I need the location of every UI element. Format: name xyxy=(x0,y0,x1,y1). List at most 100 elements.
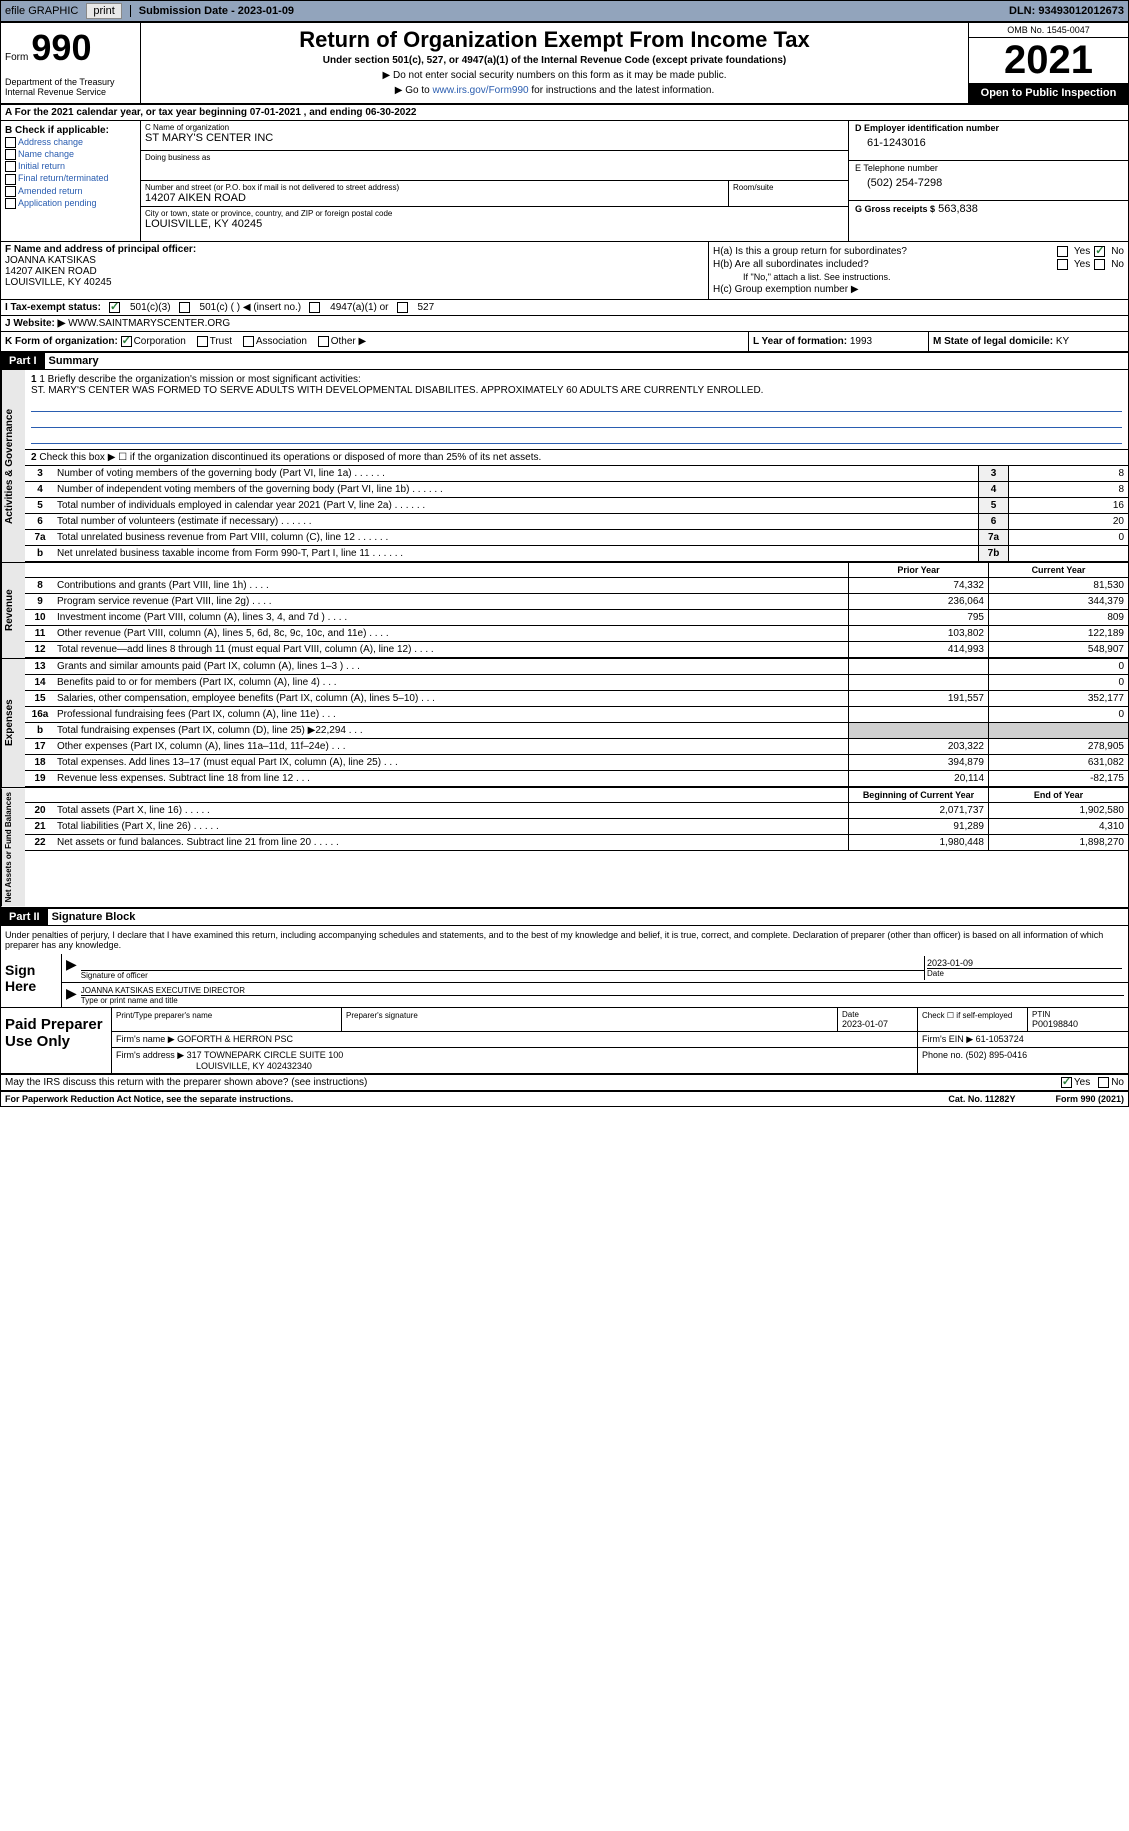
sign-content: ▶ Signature of officer 2023-01-09 Date ▶… xyxy=(61,954,1128,1007)
sign-here-row: Sign Here ▶ Signature of officer 2023-01… xyxy=(1,954,1128,1008)
gross-value: 563,838 xyxy=(938,203,978,215)
form-header: Form 990 Department of the Treasury Inte… xyxy=(1,23,1128,105)
arrow-icon: ▶ xyxy=(66,956,77,980)
address-row: Number and street (or P.O. box if mail i… xyxy=(141,181,848,207)
org-name-box: C Name of organization ST MARY'S CENTER … xyxy=(141,121,848,151)
k-other-checkbox[interactable] xyxy=(318,336,329,347)
expenses-content: 13Grants and similar amounts paid (Part … xyxy=(25,659,1128,787)
firm-ein-cell: Firm's EIN ▶ 61-1053724 xyxy=(918,1032,1128,1047)
status-527-checkbox[interactable] xyxy=(397,302,408,313)
status-501c-checkbox[interactable] xyxy=(179,302,190,313)
ein-value: 61-1243016 xyxy=(855,133,1122,153)
ha-yes-checkbox[interactable] xyxy=(1057,246,1068,257)
l-year-formation: L Year of formation: 1993 xyxy=(748,332,928,351)
officer-addr1: 14207 AIKEN ROAD xyxy=(5,266,704,277)
phone-label: E Telephone number xyxy=(855,163,1122,173)
sign-here-label: Sign Here xyxy=(1,954,61,1007)
check-final-return[interactable]: Final return/terminated xyxy=(5,173,136,184)
revenue-row: 11Other revenue (Part VIII, column (A), … xyxy=(25,626,1128,642)
form-990-container: Form 990 Department of the Treasury Inte… xyxy=(0,22,1129,1107)
firm-name-cell: Firm's name ▶ GOFORTH & HERRON PSC xyxy=(112,1032,918,1047)
officer-addr2: LOUISVILLE, KY 40245 xyxy=(5,277,704,288)
declaration-text: Under penalties of perjury, I declare th… xyxy=(1,926,1128,954)
part1-title: Summary xyxy=(45,353,103,369)
gov-row: 4Number of independent voting members of… xyxy=(25,482,1128,498)
firm-addr-cell: Firm's address ▶ 317 TOWNEPARK CIRCLE SU… xyxy=(112,1048,918,1073)
end-year-header: End of Year xyxy=(988,788,1128,802)
k-trust-checkbox[interactable] xyxy=(197,336,208,347)
bottom-line: For Paperwork Reduction Act Notice, see … xyxy=(1,1090,1128,1106)
sig-name-line: ▶ JOANNA KATSIKAS EXECUTIVE DIRECTOR Typ… xyxy=(62,983,1128,1007)
part2-header: Part II xyxy=(1,909,48,925)
current-year-header: Current Year xyxy=(988,563,1128,577)
revenue-header: Prior Year Current Year xyxy=(25,563,1128,578)
officer-name: JOANNA KATSIKAS xyxy=(5,255,704,266)
status-label: I Tax-exempt status: xyxy=(5,302,101,313)
status-4947-checkbox[interactable] xyxy=(309,302,320,313)
name-address-column: C Name of organization ST MARY'S CENTER … xyxy=(141,121,848,241)
street-label: Number and street (or P.O. box if mail i… xyxy=(145,183,724,192)
ein-label: D Employer identification number xyxy=(855,123,1122,133)
prep-check-cell: Check ☐ if self-employed xyxy=(918,1008,1028,1031)
id-column: D Employer identification number 61-1243… xyxy=(848,121,1128,241)
firm-phone-cell: Phone no. (502) 895-0416 xyxy=(918,1048,1128,1073)
prep-ptin-cell: PTINP00198840 xyxy=(1028,1008,1128,1031)
k-corp-checkbox[interactable] xyxy=(121,336,132,347)
prep-date-cell: Date2023-01-07 xyxy=(838,1008,918,1031)
city-value: LOUISVILLE, KY 40245 xyxy=(145,218,844,230)
check-name-change[interactable]: Name change xyxy=(5,149,136,160)
hb-no-checkbox[interactable] xyxy=(1094,259,1105,270)
part2-header-row: Part II Signature Block xyxy=(1,909,1128,926)
hb-note: If "No," attach a list. See instructions… xyxy=(713,272,1124,282)
q2-row: 2 Check this box ▶ ☐ if the organization… xyxy=(25,450,1128,466)
form-subtitle: Under section 501(c), 527, or 4947(a)(1)… xyxy=(145,55,964,66)
h-box: H(a) Is this a group return for subordin… xyxy=(708,242,1128,299)
row-a-tax-year: A For the 2021 calendar year, or tax yea… xyxy=(1,105,1128,121)
revenue-vert-label: Revenue xyxy=(1,563,25,658)
check-pending[interactable]: Application pending xyxy=(5,198,136,209)
check-address-change[interactable]: Address change xyxy=(5,137,136,148)
inspection-label: Open to Public Inspection xyxy=(969,83,1128,103)
form-label-footer: Form 990 (2021) xyxy=(1055,1094,1124,1104)
expense-row: 17Other expenses (Part IX, column (A), l… xyxy=(25,739,1128,755)
netassets-header: Beginning of Current Year End of Year xyxy=(25,788,1128,803)
submission-date: Submission Date - 2023-01-09 xyxy=(130,5,294,17)
gross-label: G Gross receipts $ xyxy=(855,204,935,214)
ha-no-checkbox[interactable] xyxy=(1094,246,1105,257)
netassets-section: Net Assets or Fund Balances Beginning of… xyxy=(1,788,1128,908)
gov-row: 3Number of voting members of the governi… xyxy=(25,466,1128,482)
discuss-yes-checkbox[interactable] xyxy=(1061,1077,1072,1088)
discuss-text: May the IRS discuss this return with the… xyxy=(5,1077,1061,1088)
city-label: City or town, state or province, country… xyxy=(145,209,844,218)
mission-text: ST. MARY'S CENTER WAS FORMED TO SERVE AD… xyxy=(31,385,1122,396)
year-cell: OMB No. 1545-0047 2021 Open to Public In… xyxy=(968,23,1128,103)
city-box: City or town, state or province, country… xyxy=(141,207,848,232)
k-assoc-checkbox[interactable] xyxy=(243,336,254,347)
gov-row: bNet unrelated business taxable income f… xyxy=(25,546,1128,562)
prep-line-3: Firm's address ▶ 317 TOWNEPARK CIRCLE SU… xyxy=(112,1048,1128,1073)
ha-line: H(a) Is this a group return for subordin… xyxy=(713,246,1124,257)
hb-yes-checkbox[interactable] xyxy=(1057,259,1068,270)
irs-link[interactable]: www.irs.gov/Form990 xyxy=(432,85,528,96)
sig-officer-field[interactable]: Signature of officer xyxy=(81,956,924,980)
sig-officer-line: ▶ Signature of officer 2023-01-09 Date xyxy=(62,954,1128,983)
check-amended[interactable]: Amended return xyxy=(5,186,136,197)
form-title: Return of Organization Exempt From Incom… xyxy=(145,27,964,53)
netassets-content: Beginning of Current Year End of Year 20… xyxy=(25,788,1128,906)
expenses-vert-label: Expenses xyxy=(1,659,25,787)
tax-year: 2021 xyxy=(969,38,1128,83)
dba-label: Doing business as xyxy=(145,153,844,162)
expense-row: bTotal fundraising expenses (Part IX, co… xyxy=(25,723,1128,739)
sig-name-field: JOANNA KATSIKAS EXECUTIVE DIRECTOR Type … xyxy=(81,985,1124,1005)
hc-line: H(c) Group exemption number ▶ xyxy=(713,284,1124,295)
status-501c3-checkbox[interactable] xyxy=(109,302,120,313)
expense-row: 18Total expenses. Add lines 13–17 (must … xyxy=(25,755,1128,771)
print-button[interactable]: print xyxy=(86,3,121,19)
expenses-section: Expenses 13Grants and similar amounts pa… xyxy=(1,659,1128,788)
officer-row: F Name and address of principal officer:… xyxy=(1,242,1128,300)
efile-label: efile GRAPHIC xyxy=(5,5,78,17)
revenue-row: 10Investment income (Part VIII, column (… xyxy=(25,610,1128,626)
discuss-no-checkbox[interactable] xyxy=(1098,1077,1109,1088)
check-initial-return[interactable]: Initial return xyxy=(5,161,136,172)
prior-year-header: Prior Year xyxy=(848,563,988,577)
